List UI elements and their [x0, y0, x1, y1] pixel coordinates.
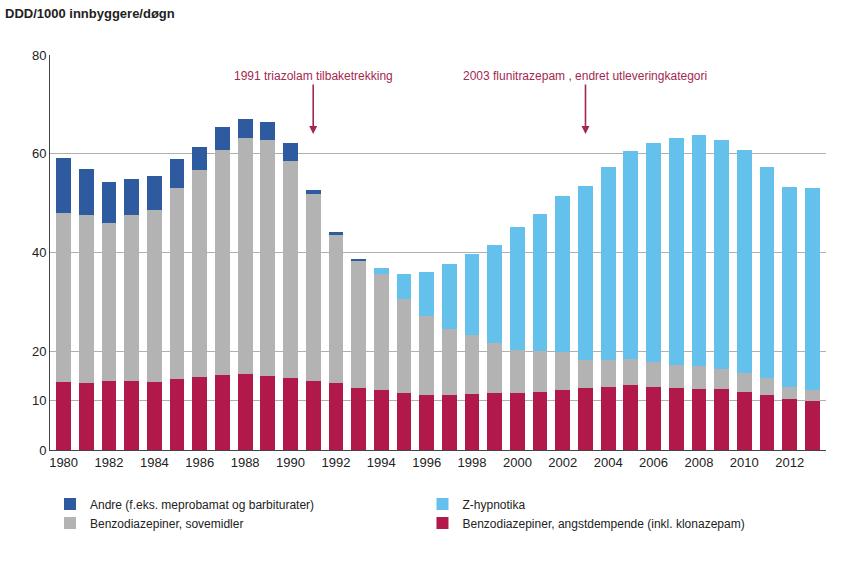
svg-text:Benzodiazepiner, sovemidler: Benzodiazepiner, sovemidler — [90, 517, 243, 531]
svg-text:2006: 2006 — [639, 455, 668, 470]
svg-text:2008: 2008 — [684, 455, 713, 470]
svg-text:2012: 2012 — [775, 455, 804, 470]
svg-text:1991 triazolam tilbaketrekking: 1991 triazolam tilbaketrekking — [234, 69, 393, 83]
svg-text:80: 80 — [32, 48, 46, 63]
svg-text:1986: 1986 — [185, 455, 214, 470]
svg-text:10: 10 — [32, 393, 46, 408]
svg-text:1996: 1996 — [412, 455, 441, 470]
svg-text:0: 0 — [39, 443, 46, 458]
svg-text:1988: 1988 — [231, 455, 260, 470]
svg-text:Z-hypnotika: Z-hypnotika — [462, 498, 525, 512]
svg-text:1998: 1998 — [458, 455, 487, 470]
svg-text:1982: 1982 — [95, 455, 124, 470]
svg-text:60: 60 — [32, 146, 46, 161]
svg-text:2002: 2002 — [548, 455, 577, 470]
svg-text:2003 flunitrazepam , endret ut: 2003 flunitrazepam , endret utleveringka… — [463, 69, 707, 83]
svg-text:1980: 1980 — [49, 455, 78, 470]
svg-text:40: 40 — [32, 245, 46, 260]
svg-text:1990: 1990 — [276, 455, 305, 470]
svg-text:1994: 1994 — [367, 455, 396, 470]
svg-text:20: 20 — [32, 344, 46, 359]
svg-text:Andre (f.eks. meprobamat og ba: Andre (f.eks. meprobamat og barbiturater… — [90, 498, 314, 512]
svg-text:1992: 1992 — [321, 455, 350, 470]
svg-text:2010: 2010 — [730, 455, 759, 470]
svg-text:1984: 1984 — [140, 455, 169, 470]
svg-text:DDD/1000 innbyggere/døgn: DDD/1000 innbyggere/døgn — [5, 6, 175, 21]
svg-text:2004: 2004 — [594, 455, 623, 470]
svg-text:2000: 2000 — [503, 455, 532, 470]
svg-text:Benzodiazepiner, angstdempende: Benzodiazepiner, angstdempende (inkl. kl… — [462, 517, 744, 531]
